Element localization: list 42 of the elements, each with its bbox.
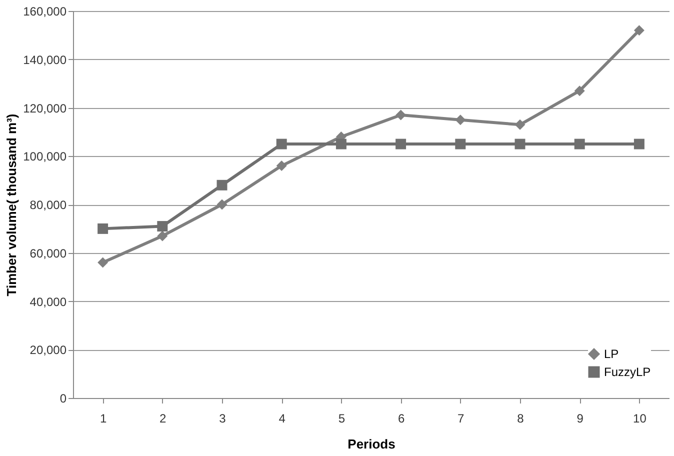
point	[157, 230, 168, 242]
point	[216, 199, 228, 210]
y-tick-label: 100,000	[23, 150, 67, 164]
y-axis-title: Timber volume( thousand m³)	[4, 114, 20, 296]
point	[514, 138, 526, 150]
y-tick-label: 20,000	[30, 343, 67, 358]
x-tick-label: 1	[100, 412, 107, 426]
x-tick-label: 3	[219, 412, 226, 426]
point	[634, 25, 644, 36]
legend-label: FuzzyLP	[604, 365, 651, 379]
point	[574, 138, 585, 150]
x-tick-label: 4	[278, 412, 286, 426]
y-tick-label: 80,000	[30, 198, 67, 212]
point	[216, 180, 228, 190]
legend-label: LP	[604, 347, 619, 361]
point	[396, 138, 406, 150]
point	[396, 110, 406, 120]
point	[574, 86, 585, 96]
x-tick-label: 5	[338, 412, 346, 426]
x-axis-title: Periods	[348, 436, 396, 452]
y-tick-label: 0	[60, 392, 67, 406]
point	[455, 114, 466, 126]
point	[336, 138, 346, 150]
x-tick-label: 9	[576, 412, 584, 426]
point	[514, 119, 526, 130]
point	[276, 138, 287, 150]
y-tick-label: 140,000	[23, 52, 67, 67]
point	[98, 223, 108, 234]
x-tick-label: 8	[517, 412, 524, 426]
y-tick-label: 160,000	[23, 4, 67, 18]
point	[276, 160, 287, 172]
x-tick-label: 6	[398, 412, 405, 426]
point	[455, 138, 466, 150]
y-tick-label: 60,000	[30, 246, 67, 260]
point	[157, 221, 168, 232]
x-tick-label: 2	[160, 412, 167, 426]
x-tick-label: 7	[458, 412, 465, 426]
point	[98, 257, 108, 268]
point	[634, 138, 644, 150]
y-tick-label: 120,000	[23, 101, 67, 116]
y-tick-label: 40,000	[30, 294, 67, 309]
x-tick-label: 10	[633, 412, 647, 426]
